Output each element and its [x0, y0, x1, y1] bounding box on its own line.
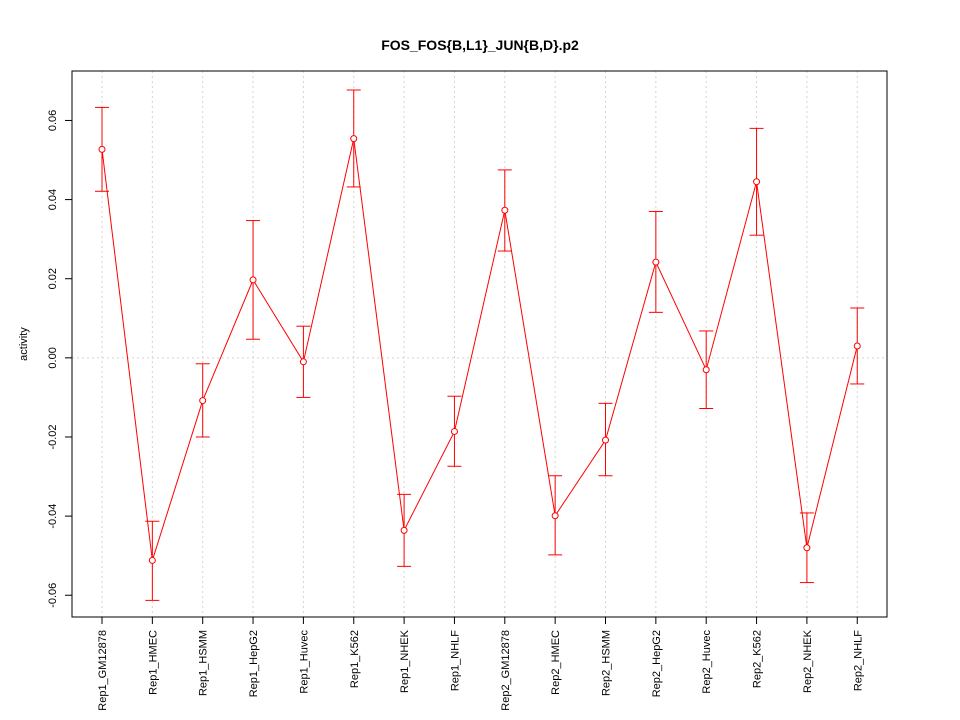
plot-frame	[71, 70, 888, 618]
data-point	[702, 366, 710, 374]
x-tick-label: Rep1_HSMM	[198, 630, 210, 696]
y-tick-label: -0.06	[47, 583, 59, 608]
data-point	[199, 397, 207, 405]
data-point	[551, 512, 559, 520]
series-layer	[95, 89, 865, 601]
y-axis-label: activity	[18, 327, 30, 361]
data-point	[501, 206, 509, 214]
x-tick-label: Rep2_K562	[752, 630, 764, 688]
grid-layer	[72, 71, 887, 617]
x-tick-label: Rep1_HMEC	[147, 630, 159, 695]
x-tick-label: Rep1_NHLF	[449, 630, 461, 691]
data-point	[299, 358, 307, 366]
y-tick-label: 0.04	[47, 189, 59, 210]
data-point	[652, 258, 660, 266]
data-point	[803, 544, 811, 552]
y-tick-label: 0.02	[47, 268, 59, 289]
y-axis: -0.06 -0.04 -0.02 0.00 0.02 0.04 0.06	[47, 110, 72, 608]
data-point	[602, 436, 609, 444]
x-tick-label: Rep2_NHLF	[852, 630, 864, 691]
data-point	[450, 427, 458, 435]
data-point	[400, 526, 408, 534]
x-tick-label: Rep1_Huvec	[298, 630, 310, 694]
x-tick-label: Rep2_NHEK	[802, 629, 814, 693]
data-point	[98, 145, 106, 153]
x-tick-label: Rep2_HSMM	[601, 630, 613, 696]
data-point	[350, 135, 358, 143]
y-tick-label: 0.00	[47, 347, 59, 368]
x-axis: Rep1_GM12878 Rep1_HMEC Rep1_HSMM Rep1_HepG2…	[97, 617, 864, 711]
x-tick-label: Rep1_HepG2	[248, 630, 260, 697]
x-tick-label: Rep2_Huvec	[701, 630, 713, 694]
x-tick-label: Rep1_K562	[349, 630, 361, 688]
x-tick-label: Rep2_HepG2	[651, 630, 663, 697]
x-tick-label: Rep1_GM12878	[97, 630, 109, 711]
data-point	[249, 276, 257, 284]
y-tick-label: 0.06	[47, 110, 59, 131]
data-point	[853, 342, 861, 350]
y-tick-label: -0.02	[47, 424, 59, 449]
x-tick-label: Rep2_GM12878	[500, 630, 512, 711]
chart-title: FOS_FOS{B,L1}_JUN{B,D}.p2	[381, 37, 579, 53]
data-point	[148, 556, 156, 564]
y-tick-label: -0.04	[47, 504, 59, 529]
x-tick-label: Rep1_NHEK	[399, 629, 411, 693]
data-point	[753, 178, 761, 186]
series-line	[101, 138, 858, 561]
x-tick-label: Rep2_HMEC	[550, 630, 562, 695]
